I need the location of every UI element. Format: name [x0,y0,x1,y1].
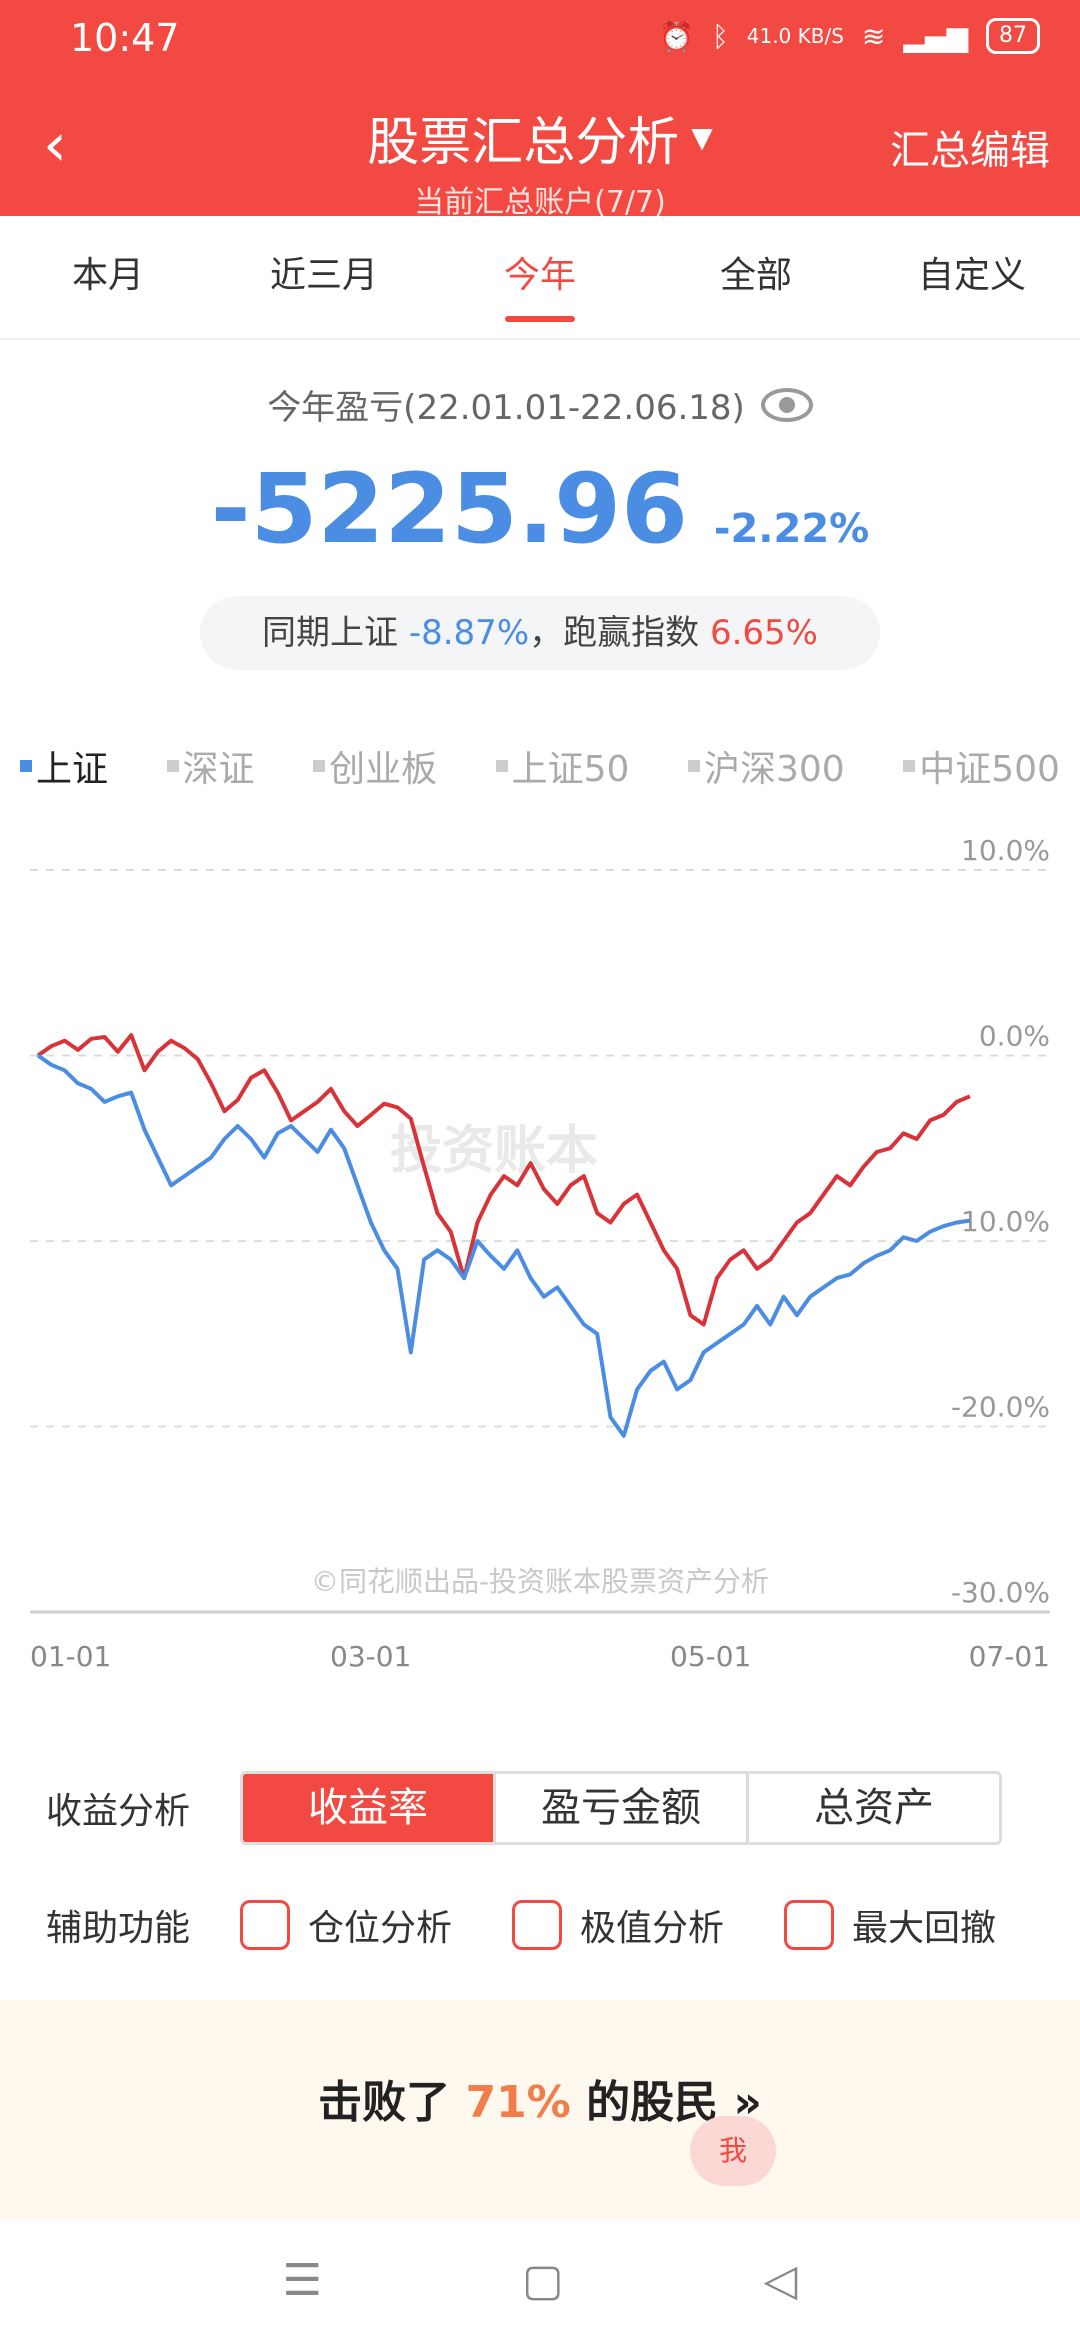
page-title-text: 股票汇总分析 [367,113,680,173]
checkbox-label: 最大回撤 [852,1908,997,1949]
return-analysis-row: 收益分析 收益率 盈亏金额 总资产 [46,1771,1046,1845]
eye-icon[interactable] [760,387,813,422]
index-marker [166,760,179,772]
app-header: 10:47 ⏰ ᛒ 41.0 KB/S ≋ ▂▄▆ 87 ‹ 股票汇总分析 ▼ … [0,0,1080,220]
index-marker [20,760,32,772]
series-line-portfolio [36,1033,971,1327]
segment-total-assets[interactable]: 总资产 [746,1774,999,1842]
return-analysis-label: 收益分析 [46,1791,191,1832]
x-tick-label: 05-01 [670,1640,751,1673]
index-selector: 上证 深证 创业板 上证50 沪深300 中证500 [20,740,1060,792]
index-marker [313,760,326,772]
y-tick-label: -20.0% [951,1391,1050,1424]
me-avatar-bubble[interactable]: 我 [690,2116,776,2186]
index-chinext[interactable]: 创业板 [313,740,437,792]
back-triangle-icon[interactable]: ◁ [763,2254,798,2306]
battery-icon: 87 [986,18,1040,54]
pnl-label-row: 今年盈亏(22.01.01-22.06.18) [267,380,813,429]
checkbox-label: 仓位分析 [308,1908,453,1949]
index-marker [495,760,508,772]
title-area[interactable]: 股票汇总分析 ▼ 当前汇总账户(7/7) [0,100,1080,221]
x-tick-label: 01-01 [30,1640,111,1673]
checkbox-extreme-analysis[interactable]: 极值分析 [512,1899,724,1951]
index-label: 沪深300 [703,749,845,790]
net-speed: 41.0 KB/S [746,24,844,48]
index-compare-pill: 同期上证 -8.87%，跑赢指数 6.65% [200,596,880,670]
page-title[interactable]: 股票汇总分析 ▼ [367,100,713,175]
compare-index-value: -8.87% [408,613,530,653]
index-label: 上证50 [511,749,630,790]
ranking-suffix: 的股民 [586,2077,719,2128]
aux-functions-row: 辅助功能 仓位分析 极值分析 最大回撤 [46,1890,1046,1960]
status-icons: ⏰ ᛒ 41.0 KB/S ≋ ▂▄▆ 87 [659,18,1040,54]
home-square-icon[interactable]: ▢ [522,2254,564,2306]
segment-return-rate[interactable]: 收益率 [243,1774,493,1842]
index-shanghai[interactable]: 上证 [20,740,108,792]
pnl-amount: -5225.96 [210,453,688,565]
period-tabs: 本月 近三月 今年 全部 自定义 [0,216,1080,340]
index-label: 创业板 [329,749,438,790]
menu-icon[interactable]: ☰ [282,2254,323,2306]
analysis-segmented-control: 收益率 盈亏金额 总资产 [240,1771,1002,1845]
pnl-summary: 今年盈亏(22.01.01-22.06.18) -5225.96 -2.22% [0,380,1080,565]
pnl-label: 今年盈亏(22.01.01-22.06.18) [267,388,745,428]
y-tick-label: 0.0% [979,1020,1050,1053]
tab-this-month[interactable]: 本月 [71,255,144,296]
y-tick-label: -30.0% [951,1576,1050,1609]
segment-pnl-amount[interactable]: 盈亏金额 [493,1774,746,1842]
wifi-icon: ≋ [861,19,886,53]
checkbox-label: 极值分析 [580,1908,725,1949]
account-subtitle: 当前汇总账户(7/7) [414,185,666,220]
ranking-text[interactable]: 击败了 71% 的股民 » [0,2066,1080,2130]
tab-last-three-months[interactable]: 近三月 [269,255,378,296]
index-sse50[interactable]: 上证50 [495,740,630,792]
compare-prefix: 同期上证 [262,613,399,653]
index-marker [687,760,700,772]
aux-functions-label: 辅助功能 [46,1908,191,1949]
index-label: 中证500 [919,749,1060,790]
index-label: 深证 [182,749,255,790]
compare-mid: ，跑赢指数 [529,613,700,653]
status-time: 10:47 [70,16,180,60]
tab-custom[interactable]: 自定义 [917,255,1026,296]
copyright-text: ©同花顺出品-投资账本股票资产分析 [310,1565,770,1598]
tab-this-year[interactable]: 今年 [432,216,648,338]
index-marker [903,760,916,772]
compare-outperform-value: 6.65% [709,613,818,653]
series-line-index [36,1053,971,1438]
pnl-percent: -2.22% [713,506,870,552]
ranking-prefix: 击败了 [318,2077,451,2128]
checkbox-icon[interactable] [784,1900,835,1950]
return-chart[interactable]: 10.0%0.0%-10.0%-20.0%-30.0%01-01 03-01 05-… [0,820,1080,1680]
pnl-values: -5225.96 -2.22% [211,453,869,565]
ranking-banner[interactable]: 击败了 71% 的股民 » [0,2000,1080,2220]
back-button[interactable]: ‹ [30,110,80,180]
bluetooth-icon: ᛒ [711,19,729,53]
caret-down-icon: ▼ [691,121,713,154]
x-tick-label: 03-01 [330,1640,411,1673]
index-csi500[interactable]: 中证500 [903,740,1060,792]
signal-icon: ▂▄▆ [903,19,968,53]
status-bar: 10:47 ⏰ ᛒ 41.0 KB/S ≋ ▂▄▆ 87 [0,0,1080,84]
checkbox-icon[interactable] [512,1900,563,1950]
ranking-percent: 71% [465,2077,571,2128]
system-nav-bar: ☰ ▢ ◁ [0,2220,1080,2340]
y-tick-label: 10.0% [961,834,1050,867]
checkbox-icon[interactable] [240,1900,290,1950]
alarm-icon: ⏰ [659,19,694,53]
edit-summary-button[interactable]: 汇总编辑 [890,128,1050,174]
index-csi300[interactable]: 沪深300 [687,740,845,792]
checkbox-position-analysis[interactable]: 仓位分析 [240,1899,452,1951]
chevron-left-icon: ‹ [43,110,67,180]
index-label: 上证 [36,749,109,790]
tab-all[interactable]: 全部 [719,255,792,296]
checkbox-max-drawdown[interactable]: 最大回撤 [784,1899,996,1951]
index-shenzhen[interactable]: 深证 [166,740,255,792]
x-tick-label: 07-01 [969,1640,1050,1673]
